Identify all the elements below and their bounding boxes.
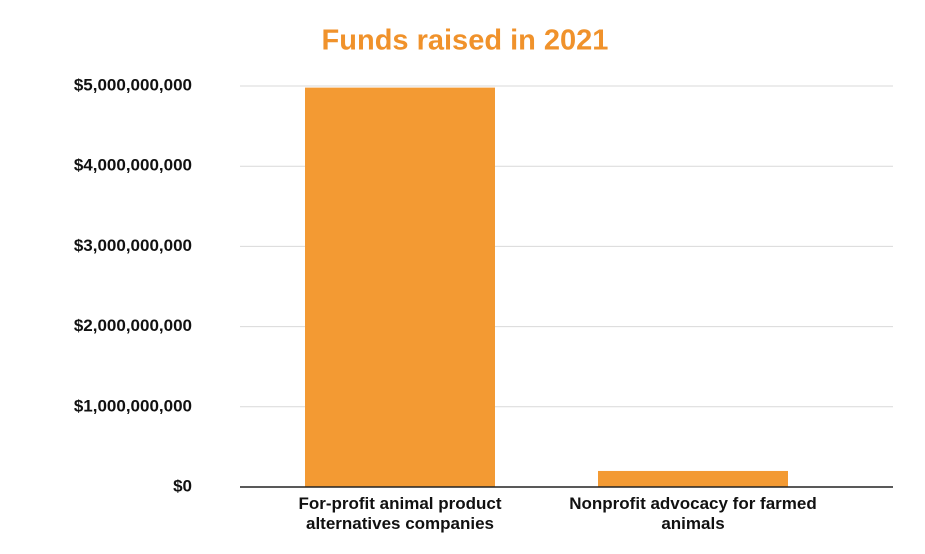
bar — [598, 470, 788, 487]
y-tick-label: $1,000,000,000 — [74, 396, 192, 415]
y-tick-label: $4,000,000,000 — [74, 156, 192, 175]
y-tick-label: $2,000,000,000 — [74, 316, 192, 335]
chart-title: Funds raised in 2021 — [322, 25, 609, 57]
y-tick-label: $5,000,000,000 — [74, 75, 192, 94]
bar — [305, 87, 495, 487]
y-tick-label: $3,000,000,000 — [74, 236, 192, 255]
x-tick-label: For-profit animal product alternatives c… — [298, 494, 502, 533]
x-tick-label: Nonprofit advocacy for farmed animals — [569, 494, 817, 533]
y-tick-label: $0 — [173, 476, 192, 495]
